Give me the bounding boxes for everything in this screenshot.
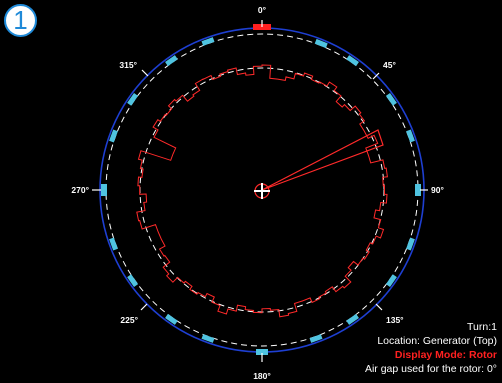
- sensor-marker[interactable]: [346, 313, 359, 325]
- angle-label-315: 315°: [119, 60, 137, 70]
- tick-315: [141, 69, 149, 77]
- marker-90[interactable]: [415, 184, 421, 196]
- sensor-marker[interactable]: [406, 129, 415, 143]
- marker-180[interactable]: [256, 349, 268, 355]
- sensor-markers: [109, 37, 415, 343]
- sensor-marker[interactable]: [309, 334, 323, 343]
- sensor-marker[interactable]: [385, 274, 397, 287]
- circled-one-icon: 1: [4, 4, 37, 37]
- sensor-marker[interactable]: [109, 129, 118, 143]
- angle-label-180: 180°: [253, 371, 271, 381]
- angle-label-270: 270°: [71, 185, 89, 195]
- angle-label-0: 0°: [258, 5, 267, 15]
- sensor-marker[interactable]: [127, 93, 139, 106]
- air-gap-label: Air gap used for the rotor: 0°: [364, 363, 497, 375]
- turn-label: Turn:1: [467, 321, 497, 333]
- pointer-wedge: [261, 129, 384, 191]
- sensor-marker[interactable]: [314, 38, 328, 49]
- angle-label-90: 90°: [431, 185, 444, 195]
- sensor-marker[interactable]: [201, 334, 215, 343]
- tick-135: [375, 303, 383, 311]
- angle-label-45: 45°: [383, 60, 396, 70]
- marker-270[interactable]: [101, 184, 107, 196]
- tick-45: [372, 72, 380, 80]
- crosshair-icon: [254, 183, 270, 199]
- sensor-marker[interactable]: [165, 313, 178, 325]
- sensor-marker[interactable]: [346, 55, 359, 67]
- sensor-marker[interactable]: [109, 237, 118, 251]
- rotor-outline: [136, 64, 388, 318]
- sensor-marker[interactable]: [127, 274, 139, 287]
- tick-225: [140, 303, 148, 311]
- sensor-marker[interactable]: [201, 37, 215, 46]
- angle-label-135: 135°: [386, 315, 404, 325]
- display-mode-label: Display Mode: Rotor: [394, 349, 497, 361]
- sensor-marker[interactable]: [385, 93, 397, 106]
- angle-label-225: 225°: [120, 315, 138, 325]
- sensor-marker[interactable]: [406, 237, 415, 251]
- location-label: Location: Generator (Top): [377, 335, 497, 347]
- sensor-marker[interactable]: [165, 55, 178, 67]
